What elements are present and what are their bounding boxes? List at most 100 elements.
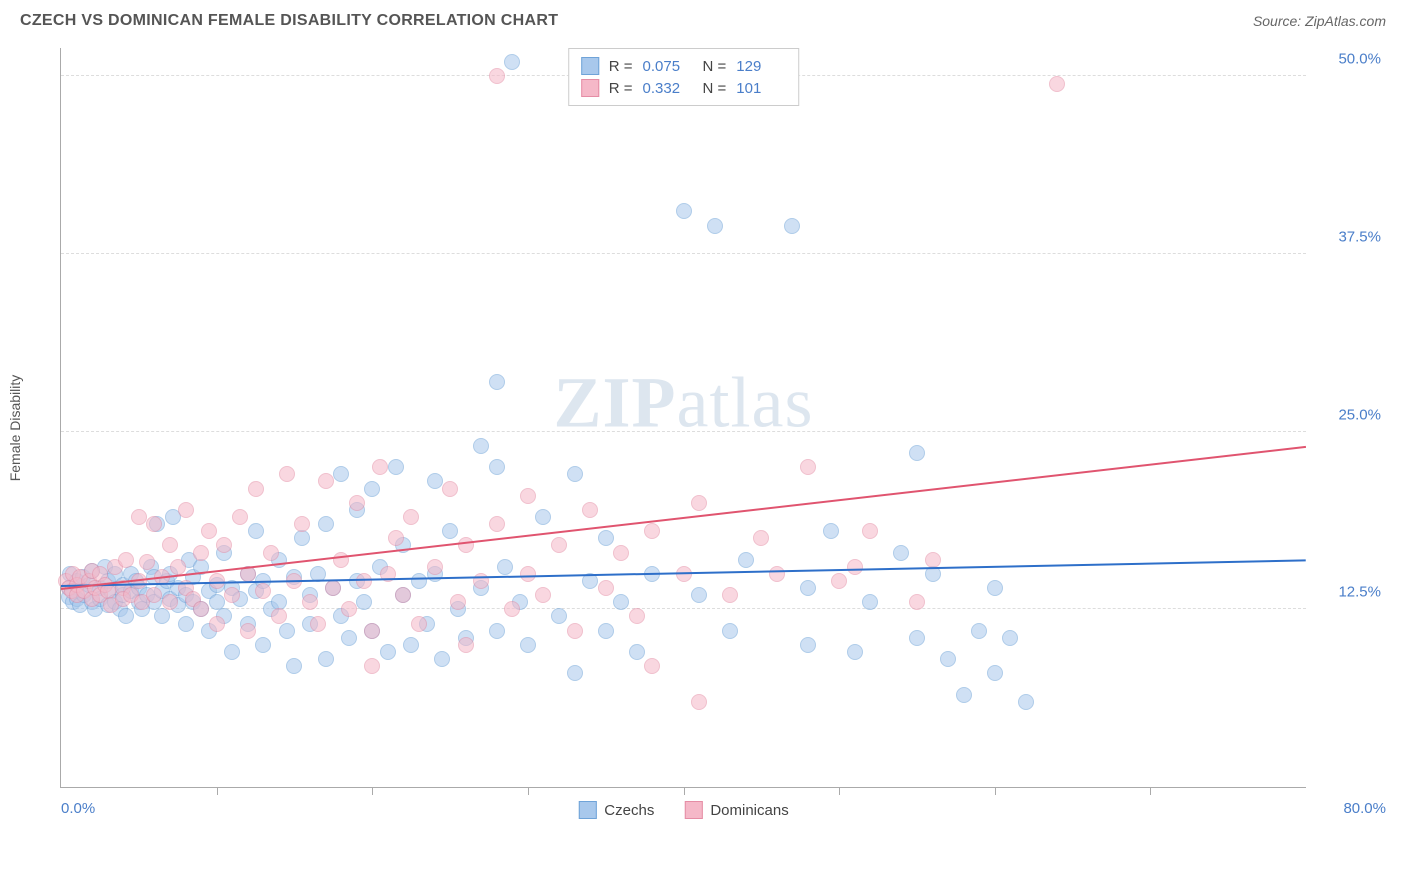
- chart-area: Female Disability ZIPatlas R =0.075N =12…: [60, 38, 1386, 818]
- data-point: [364, 658, 380, 674]
- y-tick-label: 12.5%: [1311, 584, 1381, 601]
- legend-n-value: 101: [736, 80, 786, 97]
- data-point: [909, 445, 925, 461]
- data-point: [255, 637, 271, 653]
- data-point: [271, 608, 287, 624]
- watermark: ZIPatlas: [554, 361, 814, 444]
- plot-region: ZIPatlas R =0.075N =129R =0.332N =101 0.…: [60, 48, 1306, 788]
- data-point: [1002, 630, 1018, 646]
- data-point: [139, 554, 155, 570]
- chart-header: CZECH VS DOMINICAN FEMALE DISABILITY COR…: [0, 0, 1406, 38]
- data-point: [823, 523, 839, 539]
- x-tick: [684, 787, 685, 795]
- data-point: [691, 587, 707, 603]
- x-tick: [372, 787, 373, 795]
- correlation-legend: R =0.075N =129R =0.332N =101: [568, 48, 800, 106]
- data-point: [862, 594, 878, 610]
- data-point: [279, 466, 295, 482]
- x-tick: [217, 787, 218, 795]
- data-point: [551, 608, 567, 624]
- data-point: [497, 559, 513, 575]
- data-point: [209, 616, 225, 632]
- data-point: [567, 623, 583, 639]
- data-point: [504, 54, 520, 70]
- data-point: [248, 481, 264, 497]
- data-point: [800, 580, 816, 596]
- data-point: [279, 623, 295, 639]
- legend-row: R =0.332N =101: [581, 77, 787, 99]
- data-point: [131, 509, 147, 525]
- data-point: [722, 623, 738, 639]
- data-point: [691, 495, 707, 511]
- data-point: [450, 594, 466, 610]
- data-point: [489, 374, 505, 390]
- data-point: [178, 502, 194, 518]
- chart-title: CZECH VS DOMINICAN FEMALE DISABILITY COR…: [20, 12, 558, 30]
- data-point: [162, 537, 178, 553]
- data-point: [784, 218, 800, 234]
- legend-item: Dominicans: [684, 801, 788, 819]
- data-point: [356, 573, 372, 589]
- data-point: [800, 637, 816, 653]
- data-point: [286, 658, 302, 674]
- data-point: [325, 580, 341, 596]
- data-point: [458, 537, 474, 553]
- y-axis-label: Female Disability: [7, 375, 23, 482]
- data-point: [644, 523, 660, 539]
- gridline: [61, 253, 1306, 254]
- x-tick: [1150, 787, 1151, 795]
- data-point: [411, 573, 427, 589]
- data-point: [333, 552, 349, 568]
- data-point: [598, 530, 614, 546]
- data-point: [753, 530, 769, 546]
- data-point: [411, 616, 427, 632]
- data-point: [629, 644, 645, 660]
- data-point: [940, 651, 956, 667]
- legend-r-value: 0.075: [643, 58, 693, 75]
- data-point: [310, 616, 326, 632]
- data-point: [193, 545, 209, 561]
- data-point: [263, 545, 279, 561]
- data-point: [535, 587, 551, 603]
- x-axis-max-label: 80.0%: [1343, 800, 1386, 817]
- data-point: [372, 459, 388, 475]
- data-point: [349, 495, 365, 511]
- y-tick-label: 50.0%: [1311, 51, 1381, 68]
- data-point: [613, 545, 629, 561]
- data-point: [146, 587, 162, 603]
- data-point: [551, 537, 567, 553]
- data-point: [434, 651, 450, 667]
- data-point: [224, 587, 240, 603]
- data-point: [831, 573, 847, 589]
- data-point: [987, 580, 1003, 596]
- data-point: [294, 516, 310, 532]
- data-point: [388, 530, 404, 546]
- data-point: [240, 623, 256, 639]
- legend-row: R =0.075N =129: [581, 55, 787, 77]
- x-tick: [528, 787, 529, 795]
- data-point: [722, 587, 738, 603]
- data-point: [341, 601, 357, 617]
- data-point: [162, 594, 178, 610]
- data-point: [294, 530, 310, 546]
- data-point: [847, 644, 863, 660]
- legend-swatch: [581, 57, 599, 75]
- data-point: [146, 516, 162, 532]
- legend-n-value: 129: [736, 58, 786, 75]
- data-point: [909, 630, 925, 646]
- data-point: [567, 466, 583, 482]
- data-point: [925, 552, 941, 568]
- data-point: [154, 608, 170, 624]
- legend-n-label: N =: [703, 80, 727, 97]
- data-point: [395, 587, 411, 603]
- data-point: [598, 623, 614, 639]
- data-point: [318, 473, 334, 489]
- data-point: [473, 438, 489, 454]
- data-point: [909, 594, 925, 610]
- x-axis-min-label: 0.0%: [61, 800, 95, 817]
- data-point: [364, 623, 380, 639]
- data-point: [318, 651, 334, 667]
- data-point: [971, 623, 987, 639]
- data-point: [644, 658, 660, 674]
- data-point: [769, 566, 785, 582]
